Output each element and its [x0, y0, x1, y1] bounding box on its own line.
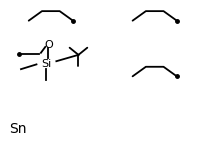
Text: Sn: Sn [9, 122, 26, 136]
Text: O: O [44, 40, 53, 50]
Text: Si: Si [41, 59, 51, 69]
